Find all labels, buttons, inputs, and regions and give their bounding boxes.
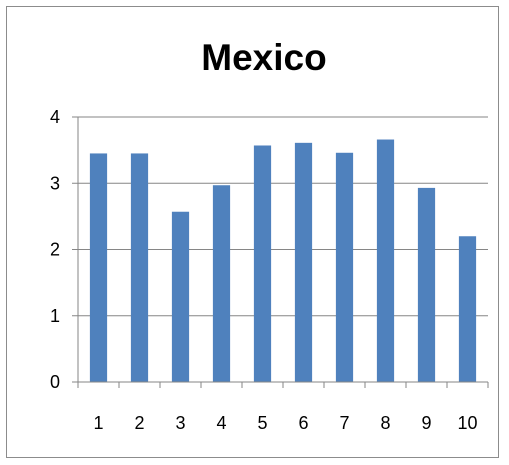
x-tick-label: 4 — [216, 413, 226, 433]
bar — [294, 142, 313, 382]
bar — [171, 211, 190, 382]
bar — [458, 236, 477, 382]
y-tick-label: 2 — [50, 240, 60, 260]
bars — [89, 139, 477, 382]
bar — [335, 152, 354, 382]
y-tick-label: 0 — [50, 372, 60, 392]
bar — [376, 139, 395, 382]
x-tick-label: 9 — [421, 413, 431, 433]
chart-title: Mexico — [201, 37, 326, 78]
chart-frame — [6, 6, 499, 458]
x-tick-label: 3 — [175, 413, 185, 433]
y-tick-label: 1 — [50, 306, 60, 326]
x-tick-label: 5 — [257, 413, 267, 433]
x-tick-label: 7 — [339, 413, 349, 433]
x-tick-label: 2 — [134, 413, 144, 433]
x-tick-label: 8 — [380, 413, 390, 433]
x-tick-label: 6 — [298, 413, 308, 433]
x-tick-labels: 1 2 3 4 5 6 7 8 9 10 — [93, 413, 477, 433]
y-tick-label: 3 — [50, 173, 60, 193]
axes — [72, 116, 489, 388]
bar — [417, 187, 436, 382]
y-tick-label: 4 — [50, 107, 60, 127]
bar — [212, 185, 231, 382]
x-tick-label: 1 — [93, 413, 103, 433]
bar — [253, 145, 272, 382]
y-tick-labels: 0 1 2 3 4 — [50, 107, 60, 392]
x-tick-label: 10 — [457, 413, 477, 433]
bar — [89, 153, 108, 382]
bar — [130, 153, 149, 382]
